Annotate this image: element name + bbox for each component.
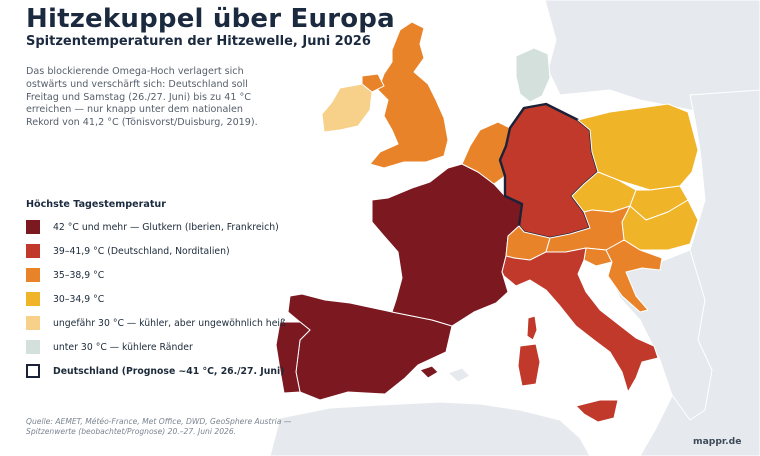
legend-item: 39–41,9 °C (Deutschland, Norditalien) [26, 239, 326, 263]
legend-label: ungefähr 30 °C — kühler, aber ungewöhnli… [53, 317, 286, 329]
legend-item: 35–38,9 °C [26, 263, 326, 287]
legend-label: 39–41,9 °C (Deutschland, Norditalien) [53, 245, 230, 257]
north-africa-land [269, 401, 591, 456]
region-great-britain[interactable] [369, 21, 449, 169]
intro-text: Das blockierende Omega-Hoch verlagert si… [26, 66, 258, 129]
region-northern-ireland[interactable] [361, 73, 385, 93]
page-subtitle: Spitzentemperaturen der Hitzewelle, Juni… [26, 34, 371, 49]
legend-swatch [26, 316, 40, 330]
mediterranean-islands [447, 367, 471, 383]
legend-label: 30–34,9 °C [53, 293, 105, 305]
region-corsica[interactable] [526, 315, 538, 341]
legend-item: 30–34,9 °C [26, 287, 326, 311]
legend-outline-swatch [26, 364, 40, 378]
region-poland[interactable] [577, 103, 699, 191]
region-france[interactable] [371, 163, 523, 327]
balkans-land [611, 249, 713, 421]
legend-swatch [26, 268, 40, 282]
heat-regions [275, 21, 699, 423]
region-croatia[interactable] [605, 239, 663, 313]
region-sardinia[interactable] [517, 343, 541, 387]
region-ireland[interactable] [321, 83, 373, 133]
credit: mappr.de [693, 436, 742, 447]
region-portugal[interactable] [275, 321, 311, 394]
page-title: Hitzekuppel über Europa [26, 4, 395, 34]
legend-item: unter 30 °C — kühlere Ränder [26, 335, 326, 359]
region-balearics[interactable] [419, 365, 439, 379]
legend-item-outline: Deutschland (Prognose ~41 °C, 26./27. Ju… [26, 359, 326, 383]
source-note: Quelle: AEMET, Météo-France, Met Office,… [26, 417, 292, 436]
legend-swatch [26, 340, 40, 354]
legend-label: 42 °C und mehr — Glutkern (Iberien, Fran… [53, 221, 279, 233]
legend-swatch [26, 220, 40, 234]
legend-item: ungefähr 30 °C — kühler, aber ungewöhnli… [26, 311, 326, 335]
legend-swatch [26, 292, 40, 306]
legend: Höchste Tagestemperatur 42 °C und mehr —… [26, 199, 326, 383]
legend-swatch [26, 244, 40, 258]
scandinavia-land [544, 0, 760, 113]
region-denmark[interactable] [515, 47, 551, 103]
legend-label: 35–38,9 °C [53, 269, 105, 281]
region-italy[interactable] [501, 247, 659, 393]
legend-item: 42 °C und mehr — Glutkern (Iberien, Fran… [26, 215, 326, 239]
legend-title: Höchste Tagestemperatur [26, 199, 166, 210]
background-land [269, 0, 760, 456]
legend-label: Deutschland (Prognose ~41 °C, 26./27. Ju… [53, 365, 285, 377]
legend-label: unter 30 °C — kühlere Ränder [53, 341, 193, 353]
region-sicily[interactable] [575, 399, 619, 423]
